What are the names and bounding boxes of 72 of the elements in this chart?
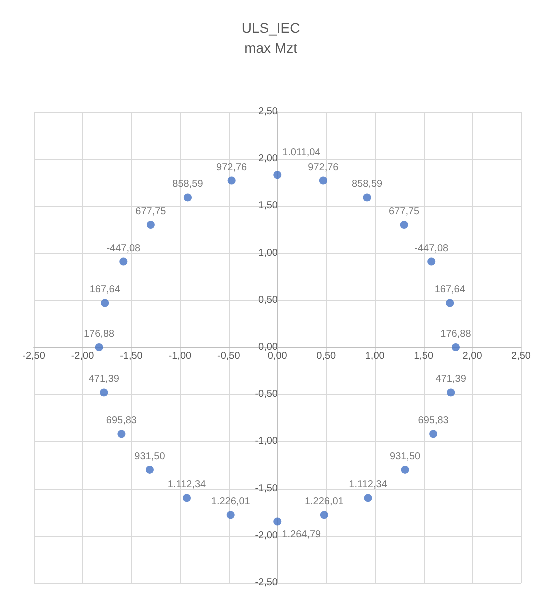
annotation: 1.011,04	[282, 148, 322, 159]
annotation: 931,50	[390, 451, 422, 462]
y-tick-label: 0,00	[258, 342, 278, 353]
annotation: 931,50	[134, 451, 166, 462]
annotation: 677,75	[136, 206, 167, 218]
point	[95, 344, 104, 352]
annotation: 858,59	[352, 179, 384, 190]
annotation: 167,64	[90, 284, 121, 296]
point	[320, 511, 328, 520]
x-tick-label: -2,00	[71, 351, 95, 362]
x-tick-label: 0,00	[268, 351, 288, 362]
y-tick-label: -2,50	[255, 578, 278, 588]
point	[319, 176, 328, 185]
y-tick-label: -0,50	[255, 389, 278, 400]
annotation: 1.226,01	[211, 496, 251, 508]
y-tick-label: 2,00	[258, 154, 278, 165]
point	[364, 494, 372, 502]
point	[118, 430, 126, 438]
y-tick-label: 0,50	[258, 294, 278, 306]
point	[274, 171, 282, 180]
x-tick-label: -0,50	[218, 351, 241, 362]
annotation: 972,76	[216, 162, 248, 174]
y-tick-label: -1,00	[255, 436, 278, 448]
point	[146, 466, 154, 474]
point	[226, 511, 235, 520]
chart-subtitle: max Mzt	[244, 40, 298, 56]
point	[146, 221, 155, 230]
annotation: 1.264,79	[282, 529, 322, 540]
annotation: 1.112,34	[168, 480, 207, 491]
point	[120, 258, 128, 266]
x-tick-label: 1,00	[365, 351, 386, 362]
y-tick-label: 1,50	[258, 200, 278, 212]
x-tick-label: 1,50	[414, 351, 434, 362]
annotation: -447,08	[106, 243, 142, 254]
x-tick-label: -2,50	[22, 351, 46, 362]
x-tick-label: 2,50	[512, 351, 532, 362]
y-tick-label: 2,50	[258, 106, 278, 118]
x-tick-label: 2,00	[462, 351, 483, 362]
point	[183, 494, 191, 502]
annotation: 1.112,34	[349, 480, 388, 491]
point	[428, 258, 436, 266]
y-tick-label: 1,00	[258, 248, 278, 259]
annotation: 695,83	[418, 416, 450, 427]
x-tick-label: -1,50	[120, 351, 144, 362]
chart-title: ULS_IEC	[242, 20, 300, 36]
annotation: 471,39	[88, 374, 120, 386]
point	[363, 194, 372, 202]
annotation: 677,75	[389, 206, 420, 218]
annotation: 176,88	[84, 329, 116, 340]
annotation: 695,83	[106, 416, 138, 427]
y-tick-label: -1,50	[255, 483, 278, 494]
x-tick-label: -1,00	[168, 351, 192, 362]
point	[401, 466, 410, 474]
point	[447, 388, 456, 397]
point	[101, 299, 110, 308]
y-tick-label: -2,00	[255, 530, 278, 542]
annotation: 167,64	[434, 284, 466, 296]
point	[228, 176, 236, 185]
point	[430, 430, 438, 438]
point	[400, 221, 408, 230]
point	[274, 518, 282, 526]
annotation: 858,59	[172, 179, 204, 190]
point	[452, 344, 460, 352]
point	[100, 388, 108, 397]
annotation: -447,08	[414, 243, 450, 254]
x-tick-label: 0,50	[316, 351, 337, 362]
annotation: 972,76	[308, 162, 340, 174]
annotation: 176,88	[440, 329, 472, 340]
annotation: 1.226,01	[304, 496, 344, 508]
point	[446, 299, 454, 308]
point	[184, 194, 192, 202]
annotation: 471,39	[436, 374, 467, 386]
